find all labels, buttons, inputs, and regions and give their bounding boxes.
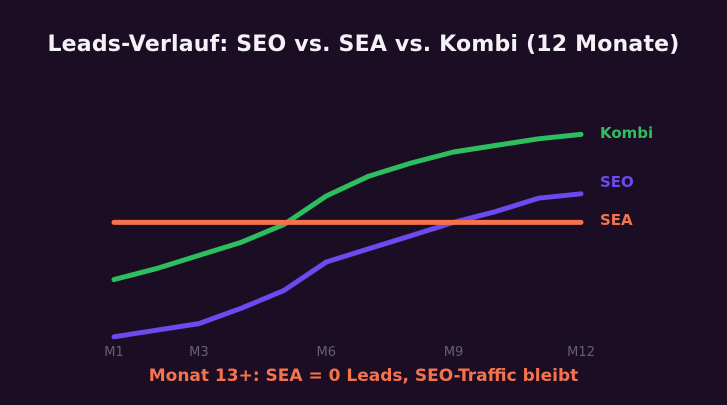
x-tick-m3: M3 — [189, 345, 209, 360]
x-tick-m1: M1 — [104, 345, 124, 360]
series-line-kombi — [111, 131, 584, 283]
legend-label-sea: SEA — [600, 211, 633, 229]
legend-label-kombi: Kombi — [600, 124, 654, 142]
x-tick-m9: M9 — [443, 345, 464, 360]
series-line-seo — [111, 191, 584, 340]
legend-label-seo: SEO — [600, 173, 634, 191]
chart-title: Leads-Verlauf: SEO vs. SEA vs. Kombi (12… — [47, 32, 680, 57]
x-tick-m6: M6 — [316, 345, 337, 360]
footnote-annotation: Monat 13+: SEA = 0 Leads, SEO-Traffic bl… — [148, 366, 579, 386]
x-tick-m12: M12 — [567, 345, 595, 360]
